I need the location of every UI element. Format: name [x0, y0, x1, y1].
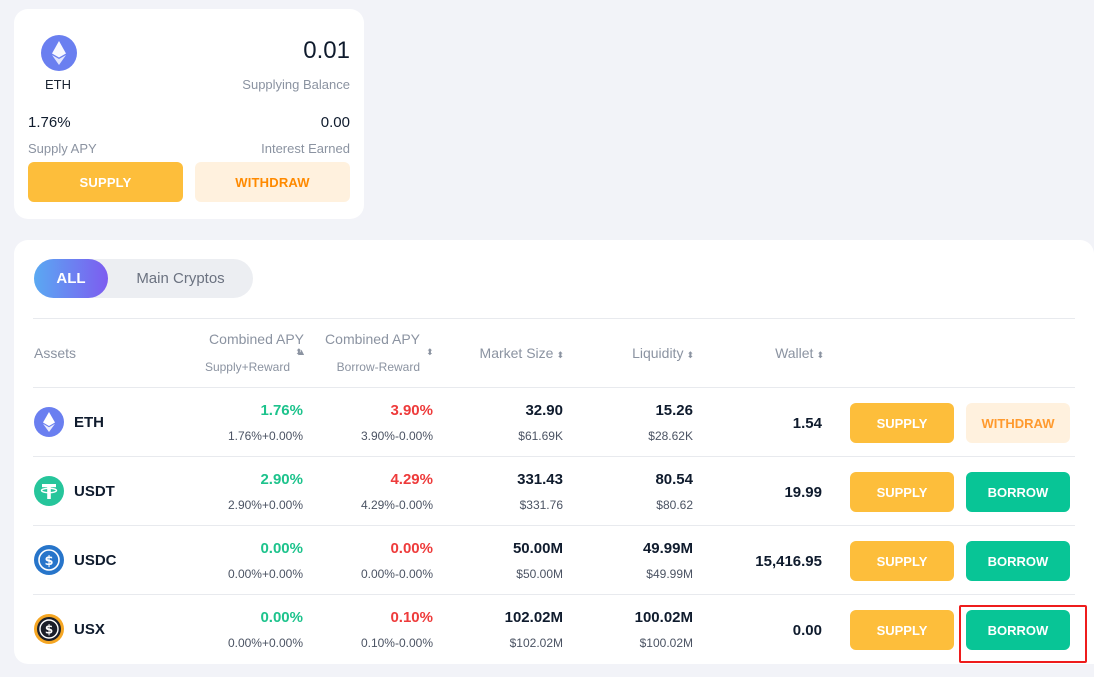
supply-apy-label: Supply APY [28, 141, 97, 156]
borrow-button[interactable]: BORROW [966, 610, 1070, 650]
asset-name: USX [74, 621, 105, 638]
liquidity: 100.02M [634, 609, 693, 626]
column-header-supply-apy-sub: Supply+Reward [204, 360, 290, 374]
borrow-apy: 0.10% [390, 609, 433, 626]
supply-apy-detail: 0.00%+0.00% [227, 636, 303, 650]
market-size-usd: $102.02M [509, 636, 563, 650]
column-header-assets: Assets [34, 345, 77, 361]
asset-name: ETH [74, 414, 104, 431]
column-header-borrow-apy[interactable]: Combined APY [314, 331, 420, 349]
borrow-button[interactable]: BORROW [966, 472, 1070, 512]
column-header-market-size-label: Market Size [479, 345, 554, 361]
table-row: $ USX 0.00% 0.00%+0.00% 0.10% 0.10%-0.00… [14, 595, 1094, 664]
liquidity-usd: $80.62 [656, 498, 693, 512]
market-size: 331.43 [517, 471, 563, 488]
column-header-liquidity-label: Liquidity [632, 345, 684, 361]
borrow-apy-detail: 0.10%-0.00% [360, 636, 433, 650]
liquidity-usd: $28.62K [648, 429, 693, 443]
wallet-balance: 19.99 [784, 484, 822, 501]
sort-icon[interactable]: ⬍ [295, 347, 303, 357]
column-header-supply-apy[interactable]: Combined APY [184, 331, 304, 349]
divider [33, 387, 1075, 388]
supply-button[interactable]: SUPPLY [850, 472, 954, 512]
svg-text:$: $ [45, 623, 53, 637]
eth-icon [34, 407, 64, 437]
supply-apy-detail: 1.76%+0.00% [227, 429, 303, 443]
asset-name: USDT [74, 483, 115, 500]
markets-card: ALL Main Cryptos Assets Combined APY ▲ S… [14, 240, 1094, 664]
supply-apy: 1.76% [260, 402, 303, 419]
divider [33, 525, 1075, 526]
svg-text:$: $ [44, 554, 53, 569]
wallet-balance: 1.54 [792, 415, 822, 432]
sort-icon[interactable]: ⬍ [816, 350, 824, 360]
market-size-usd: $50.00M [516, 567, 563, 581]
supply-button[interactable]: SUPPLY [850, 610, 954, 650]
supply-button[interactable]: SUPPLY [28, 162, 183, 202]
sort-icon[interactable]: ⬍ [556, 350, 564, 360]
sort-icon[interactable]: ⬍ [426, 347, 434, 357]
supplying-balance-label: Supplying Balance [242, 77, 350, 92]
usdc-icon: $ [34, 545, 64, 575]
borrow-button[interactable]: BORROW [966, 541, 1070, 581]
column-header-supply-apy-label: Combined APY [209, 331, 304, 347]
liquidity-usd: $100.02M [639, 636, 693, 650]
supply-button[interactable]: SUPPLY [850, 403, 954, 443]
liquidity-usd: $49.99M [646, 567, 693, 581]
supply-apy-detail: 2.90%+0.00% [227, 498, 303, 512]
liquidity: 15.26 [655, 402, 693, 419]
borrow-apy: 3.90% [390, 402, 433, 419]
interest-earned-value: 0.00 [320, 114, 350, 131]
usdt-icon [34, 476, 64, 506]
supply-summary-card: ETH 0.01 Supplying Balance 1.76% Supply … [14, 9, 364, 219]
asset-name: ETH [45, 77, 71, 92]
liquidity: 80.54 [655, 471, 693, 488]
divider [33, 318, 1075, 319]
column-header-market-size[interactable]: Market Size ⬍ [454, 345, 564, 363]
borrow-apy-detail: 0.00%-0.00% [360, 567, 433, 581]
supply-apy-detail: 0.00%+0.00% [227, 567, 303, 581]
supply-button[interactable]: SUPPLY [850, 541, 954, 581]
tab-all[interactable]: ALL [34, 259, 108, 298]
table-row: USDT 2.90% 2.90%+0.00% 4.29% 4.29%-0.00%… [14, 457, 1094, 526]
tab-main-cryptos[interactable]: Main Cryptos [136, 270, 225, 287]
column-header-liquidity[interactable]: Liquidity ⬍ [584, 345, 694, 363]
divider [33, 456, 1075, 457]
wallet-balance: 0.00 [792, 622, 822, 639]
market-size-usd: $61.69K [518, 429, 563, 443]
usx-icon: $ [34, 614, 64, 644]
sort-icon[interactable]: ▲ [297, 347, 306, 357]
sort-icon[interactable]: ⬍ [686, 350, 694, 360]
market-size-usd: $331.76 [519, 498, 563, 512]
withdraw-button[interactable]: WITHDRAW [195, 162, 350, 202]
eth-icon [41, 35, 77, 71]
borrow-apy: 0.00% [390, 540, 433, 557]
column-header-wallet[interactable]: Wallet ⬍ [714, 345, 824, 363]
column-header-borrow-apy-label: Combined APY [325, 331, 420, 347]
supply-apy: 0.00% [260, 540, 303, 557]
liquidity: 49.99M [642, 540, 693, 557]
supply-apy: 2.90% [260, 471, 303, 488]
borrow-apy-detail: 3.90%-0.00% [360, 429, 433, 443]
highlight-box [959, 605, 1087, 663]
wallet-balance: 15,416.95 [755, 553, 822, 570]
column-header-wallet-label: Wallet [775, 345, 814, 361]
divider [33, 594, 1075, 595]
market-filter-tabs: ALL Main Cryptos [34, 259, 253, 298]
market-size: 102.02M [504, 609, 563, 626]
supplying-balance-value: 0.01 [303, 37, 350, 64]
supply-apy-value: 1.76% [28, 114, 71, 131]
column-header-borrow-apy-sub: Borrow-Reward [336, 360, 420, 374]
borrow-apy-detail: 4.29%-0.00% [360, 498, 433, 512]
market-size: 32.90 [525, 402, 563, 419]
interest-earned-label: Interest Earned [261, 141, 350, 156]
borrow-apy: 4.29% [390, 471, 433, 488]
market-size: 50.00M [512, 540, 563, 557]
asset-name: USDC [74, 552, 117, 569]
withdraw-button[interactable]: WITHDRAW [966, 403, 1070, 443]
table-row: $ USDC 0.00% 0.00%+0.00% 0.00% 0.00%-0.0… [14, 526, 1094, 595]
supply-apy: 0.00% [260, 609, 303, 626]
table-row: ETH 1.76% 1.76%+0.00% 3.90% 3.90%-0.00% … [14, 388, 1094, 457]
